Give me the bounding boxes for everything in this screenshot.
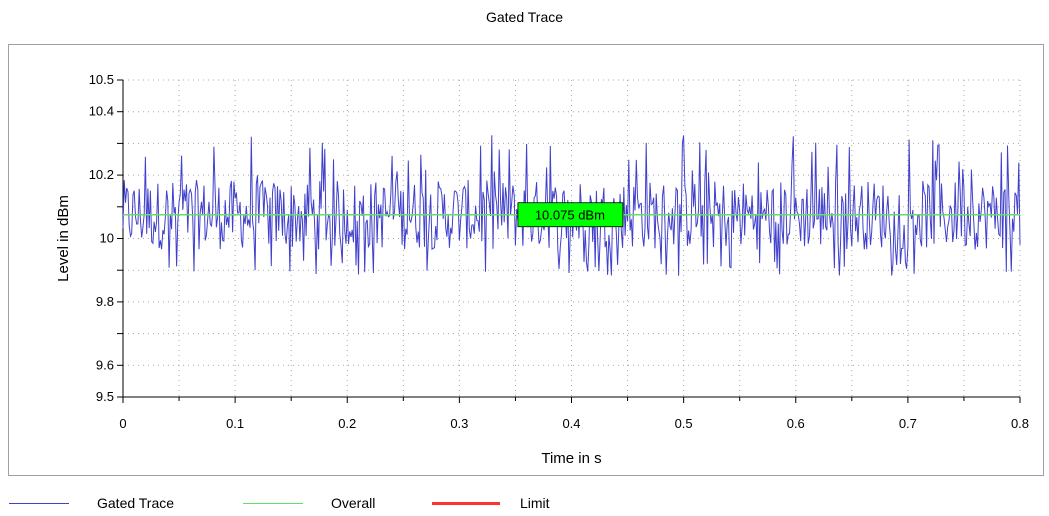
y-tick-label: 9.6 [96,357,114,372]
chart-title: Gated Trace [485,9,564,25]
x-tick-label: 0.8 [1011,416,1029,431]
x-tick-label: 0.3 [450,416,468,431]
x-tick-label: 0.7 [899,416,917,431]
legend-item-limit: Limit [432,492,550,514]
plot-area: 0 0.1 0.2 0.3 0.4 0.5 0.6 0.7 0.8 9.5 9.6 9.8 10 10.2… [55,72,1029,467]
x-tick-label: 0.1 [226,416,244,431]
y-tick-label: 10.4 [89,104,114,119]
y-axis-title: Level in dBm [55,195,72,282]
series-line-gated-trace [122,135,1021,276]
legend-label-limit: Limit [520,495,550,511]
annotation-box [517,202,624,228]
legend-item-overall: Overall [243,492,375,514]
x-tick-label: 0 [119,416,126,431]
annotation-label: 10.075 dBm [535,208,605,223]
x-axis-title: Time in s [541,450,601,467]
y-tick-label: 10 [100,231,114,246]
x-tick-label: 0.6 [787,416,805,431]
y-tick-label: 10.2 [89,167,114,182]
y-tick-label: 9.8 [96,294,114,309]
legend-swatch-gated-trace [9,502,69,504]
x-tick-label: 0.2 [338,416,356,431]
legend-item-gated-trace: Gated Trace [9,492,174,514]
x-tick-label: 0.4 [562,416,580,431]
y-tick-label: 10.5 [89,72,114,87]
plot-frame [8,44,1044,476]
legend-label-overall: Overall [331,495,376,511]
legend-swatch-limit [432,501,500,505]
legend-label-gated-trace: Gated Trace [97,495,175,511]
legend: Gated Trace Overall Limit [0,492,1049,514]
legend-swatch-overall [243,502,303,504]
y-tick-label: 9.5 [96,389,114,404]
x-tick-label: 0.5 [675,416,693,431]
